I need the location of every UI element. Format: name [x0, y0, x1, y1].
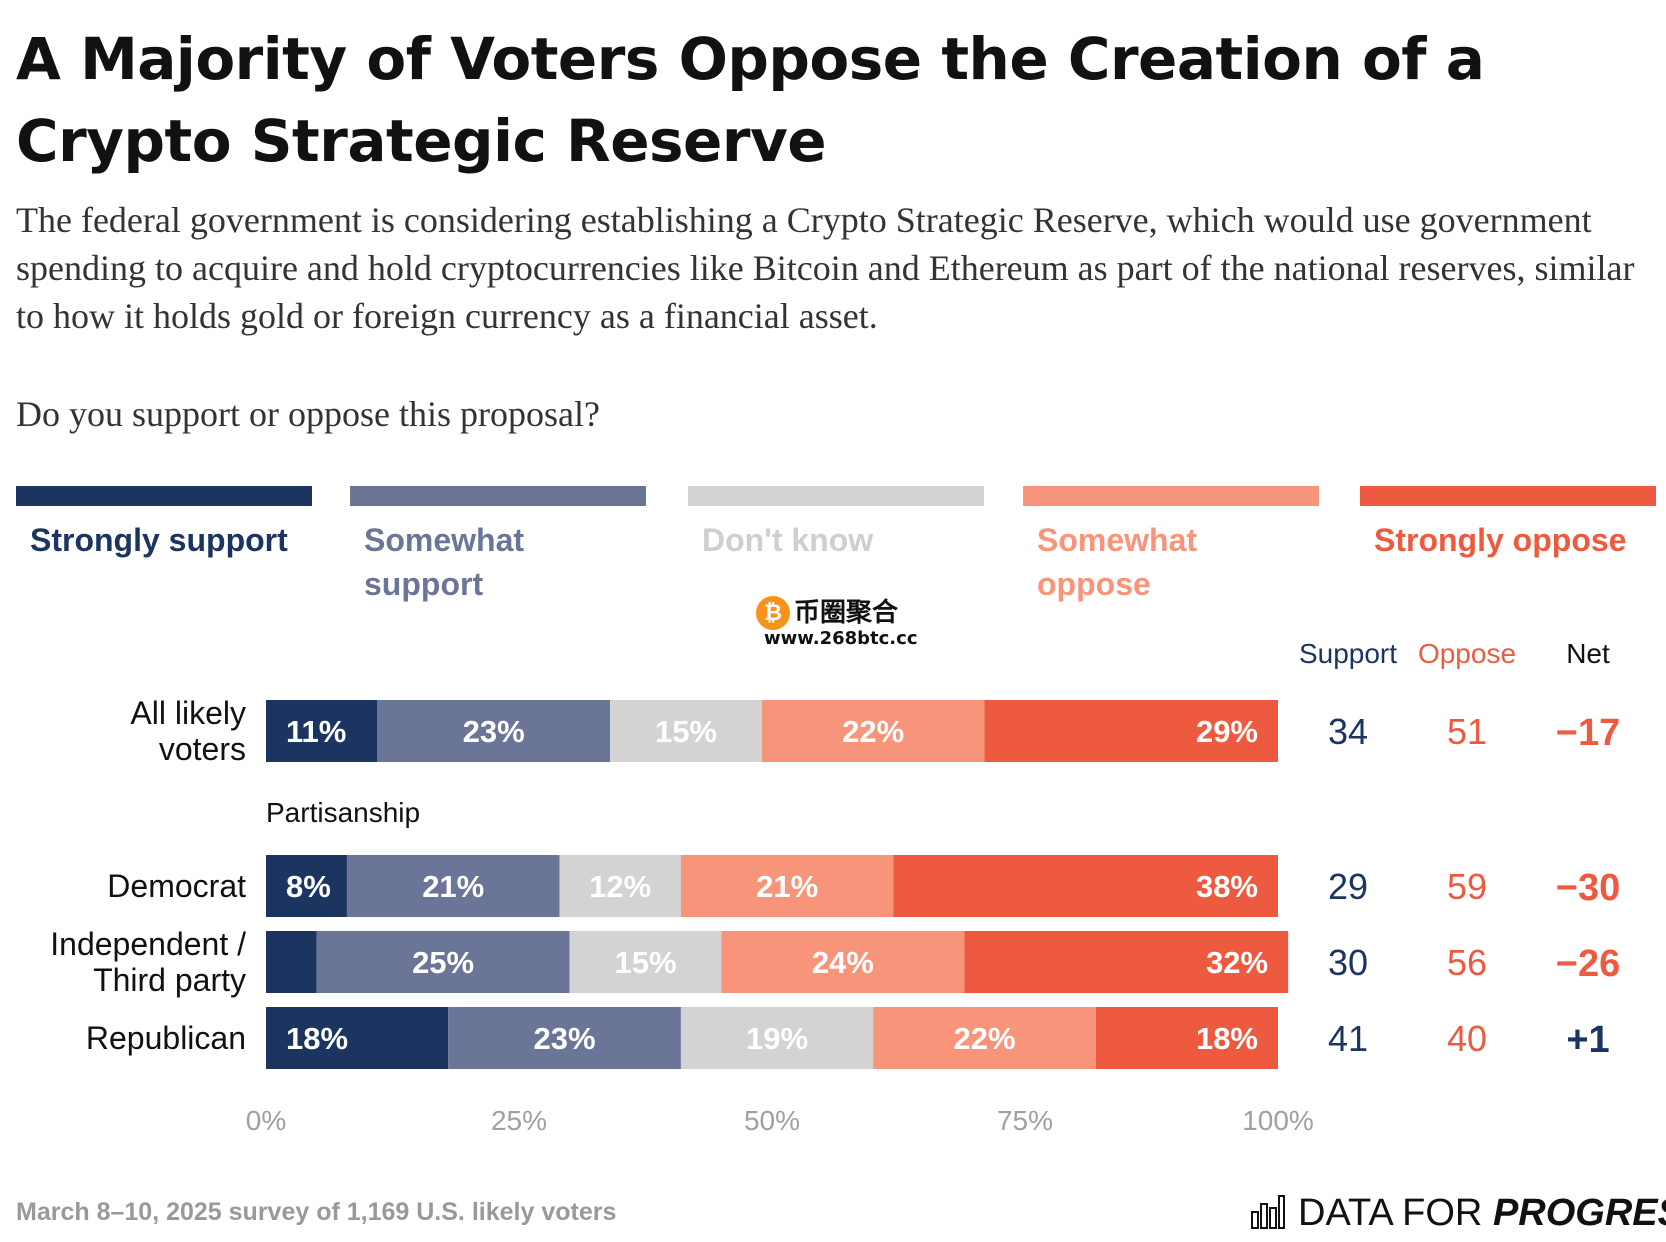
- x-tick-label: 0%: [246, 1105, 286, 1136]
- x-tick-label: 100%: [1242, 1105, 1314, 1136]
- support-value: 41: [1328, 1018, 1368, 1059]
- bar-data-label: 29%: [1196, 714, 1258, 749]
- legend-label: Strongly oppose: [1374, 522, 1627, 558]
- row-label: Third party: [93, 962, 246, 998]
- bar-segment: [680, 855, 894, 917]
- legend-label: Strongly support: [30, 522, 288, 558]
- watermark: ₿ 币圈聚合 www.268btc.cc: [756, 596, 926, 649]
- header-oppose: Oppose: [1418, 638, 1516, 669]
- watermark-name: 币圈聚合: [794, 598, 899, 628]
- watermark-url: www.268btc.cc: [764, 628, 918, 649]
- bar-data-label: 22%: [953, 1021, 1015, 1056]
- bar-chart-icon: [1251, 1195, 1285, 1229]
- bar-segment: [266, 700, 378, 762]
- header-support: Support: [1299, 638, 1397, 669]
- brand-name-part1: DATA FOR: [1298, 1192, 1493, 1234]
- oppose-value: 40: [1447, 1018, 1487, 1059]
- bar-data-label: 38%: [1196, 869, 1258, 904]
- bar-data-label: 24%: [812, 945, 874, 980]
- brand-name-part2: PROGRESS: [1492, 1192, 1666, 1234]
- row-label: Democrat: [107, 868, 246, 904]
- legend-swatch: [1023, 486, 1319, 506]
- net-value: −17: [1556, 712, 1620, 754]
- legend-swatch: [1360, 486, 1656, 506]
- stacked-bar-chart: Support Oppose Net Partisanship All likelyvo…: [50, 638, 1620, 1136]
- net-value: +1: [1566, 1019, 1609, 1061]
- bar-data-label: 11%: [286, 714, 346, 749]
- x-tick-label: 25%: [491, 1105, 547, 1136]
- bar-data-label: 25%: [412, 945, 474, 980]
- bar-segment: [893, 855, 1278, 917]
- legend-label: Don't know: [702, 522, 874, 558]
- bar-segment: [266, 855, 347, 917]
- legend-swatch: [16, 486, 312, 506]
- header-net: Net: [1566, 638, 1610, 669]
- bar-segment: [559, 855, 681, 917]
- bar-segment: [346, 855, 560, 917]
- bar-segment: [377, 700, 611, 762]
- x-tick-label: 50%: [744, 1105, 800, 1136]
- row-label: voters: [159, 731, 246, 767]
- legend-item-somewhat-oppose: Somewhat oppose: [1023, 486, 1319, 606]
- bar-data-label: 15%: [655, 714, 717, 749]
- bar-data-label: 8%: [286, 869, 331, 904]
- bar-data-label: 19%: [746, 1021, 808, 1056]
- legend-item-strongly-support: Strongly support: [16, 486, 312, 562]
- bar-segment: [873, 1007, 1096, 1069]
- legend-label: Somewhat oppose: [1037, 522, 1198, 602]
- bar-segment: [610, 700, 762, 762]
- support-value: 29: [1328, 866, 1368, 907]
- bar-data-label: 21%: [422, 869, 484, 904]
- bar-segment: [721, 931, 965, 993]
- net-value: −30: [1556, 867, 1620, 909]
- bar-data-label: 12%: [589, 869, 651, 904]
- bar-data-label: 22%: [842, 714, 904, 749]
- row-label: Independent /: [50, 926, 246, 962]
- oppose-value: 59: [1447, 866, 1487, 907]
- bar-data-label: 32%: [1206, 945, 1268, 980]
- bar-data-label: 18%: [1196, 1021, 1258, 1056]
- support-value: 34: [1328, 711, 1368, 752]
- net-value: −26: [1556, 943, 1620, 985]
- bar-segment: [761, 700, 985, 762]
- bar-segment: [316, 931, 570, 993]
- bar-segment: [569, 931, 722, 993]
- legend-item-somewhat-support: Somewhat support: [350, 486, 646, 606]
- bar-segment: [266, 1007, 449, 1069]
- brand-name: DATA FOR PROGRESS: [1298, 1190, 1666, 1236]
- row-label: Republican: [86, 1020, 246, 1056]
- bar-segment: [964, 931, 1289, 993]
- legend-label: Somewhat support: [364, 522, 525, 602]
- bar-segment: [680, 1007, 874, 1069]
- row-label: All likely: [130, 695, 246, 731]
- oppose-value: 56: [1447, 942, 1487, 983]
- bar-segment: [1095, 1007, 1278, 1069]
- section-label-partisanship: Partisanship: [266, 797, 420, 828]
- bar-data-label: 23%: [534, 1021, 596, 1056]
- survey-question: Do you support or oppose this proposal?: [16, 394, 600, 434]
- legend-item-strongly-oppose: Strongly oppose: [1360, 486, 1656, 562]
- bar-segment: [448, 1007, 681, 1069]
- chart-title: A Majority of Voters Oppose the Creation…: [16, 25, 1485, 175]
- support-value: 30: [1328, 942, 1368, 983]
- bitcoin-icon: ₿: [756, 596, 790, 630]
- legend-swatch: [350, 486, 646, 506]
- bar-data-label: 21%: [756, 869, 818, 904]
- x-tick-label: 75%: [997, 1105, 1053, 1136]
- footnote: March 8–10, 2025 survey of 1,169 U.S. li…: [16, 1198, 617, 1226]
- bar-segment: [984, 700, 1278, 762]
- bar-data-label: 18%: [286, 1021, 348, 1056]
- oppose-value: 51: [1447, 711, 1487, 752]
- bar-data-label: 23%: [463, 714, 525, 749]
- legend-swatch: [688, 486, 984, 506]
- legend-item-dont-know: Don't know: [688, 486, 984, 562]
- bar-data-label: 15%: [614, 945, 676, 980]
- chart-subtitle: The federal government is considering es…: [16, 200, 1635, 336]
- bar-segment: [266, 931, 317, 993]
